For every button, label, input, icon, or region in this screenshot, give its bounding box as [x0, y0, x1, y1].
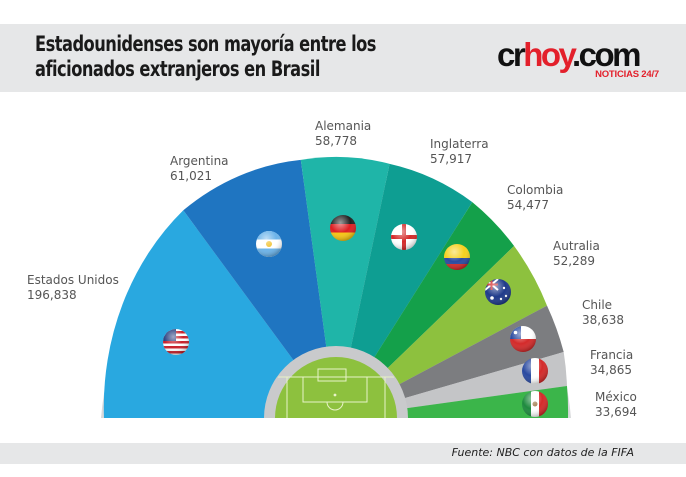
label-value: 34,865 — [590, 363, 632, 377]
slice-inglaterra[interactable] — [336, 163, 473, 418]
logo-tagline: NOTICIAS 24/7 — [595, 69, 659, 80]
soccer-field — [275, 357, 397, 418]
crhoy-logo: crhoy.com NOTICIAS 24/7 — [497, 38, 667, 84]
label-value: 33,694 — [595, 405, 637, 419]
label-value: 52,289 — [553, 254, 595, 268]
label-value: 196,838 — [27, 288, 77, 302]
label-estados-unidos: Estados Unidos 196,838 — [27, 273, 119, 303]
germany-flag-icon — [330, 215, 356, 241]
label-country: Inglaterra — [430, 137, 489, 151]
label-australia: Autralia 52,289 — [553, 239, 600, 269]
label-country: Alemania — [315, 119, 372, 133]
title-banner: Estadounidenses son mayoría entre los af… — [0, 24, 686, 92]
title-line-2: aficionados extranjeros en Brasil — [35, 57, 320, 81]
label-value: 57,917 — [430, 152, 472, 166]
slice-estados-unidos[interactable] — [103, 210, 336, 418]
usa-flag-icon — [163, 329, 189, 355]
label-country: Colombia — [507, 183, 564, 197]
chile-flag-icon — [510, 326, 536, 352]
title-line-1: Estadounidenses son mayoría entre los — [35, 32, 376, 56]
label-country: Argentina — [170, 154, 229, 168]
label-country: Autralia — [553, 239, 600, 253]
label-alemania: Alemania 58,778 — [315, 119, 371, 149]
label-chile: Chile 38,638 — [582, 298, 624, 328]
label-francia: Francia 34,865 — [590, 348, 633, 378]
logo-hoy: hoy — [523, 36, 574, 73]
australia-flag-icon — [485, 279, 511, 305]
colombia-flag-icon — [444, 244, 470, 270]
slice-argentina[interactable] — [183, 159, 336, 418]
penalty-spot — [333, 393, 337, 397]
chart-title: Estadounidenses son mayoría entre los af… — [35, 32, 376, 82]
label-value: 54,477 — [507, 198, 549, 212]
france-flag-icon — [522, 358, 548, 384]
label-value: 61,021 — [170, 169, 212, 183]
label-country: Francia — [590, 348, 634, 362]
label-argentina: Argentina 61,021 — [170, 154, 229, 184]
logo-com: .com — [571, 36, 642, 73]
field-lines — [275, 368, 397, 418]
label-country: Chile — [582, 298, 613, 312]
label-value: 58,778 — [315, 134, 357, 148]
label-country: México — [595, 390, 637, 404]
label-colombia: Colombia 54,477 — [507, 183, 563, 213]
label-mexico: México 33,694 — [595, 390, 637, 420]
slice-alemania[interactable] — [300, 156, 390, 419]
source-bar: Fuente: NBC con datos de la FIFA — [0, 443, 686, 464]
label-value: 38,638 — [582, 313, 624, 327]
argentina-flag-icon — [256, 231, 282, 257]
logo-cr: cr — [497, 36, 526, 73]
england-flag-icon — [391, 224, 417, 250]
source-text: Fuente: NBC con datos de la FIFA — [451, 446, 634, 459]
label-country: Estados Unidos — [27, 273, 119, 287]
mexico-flag-icon — [522, 391, 548, 417]
label-inglaterra: Inglaterra 57,917 — [430, 137, 489, 167]
